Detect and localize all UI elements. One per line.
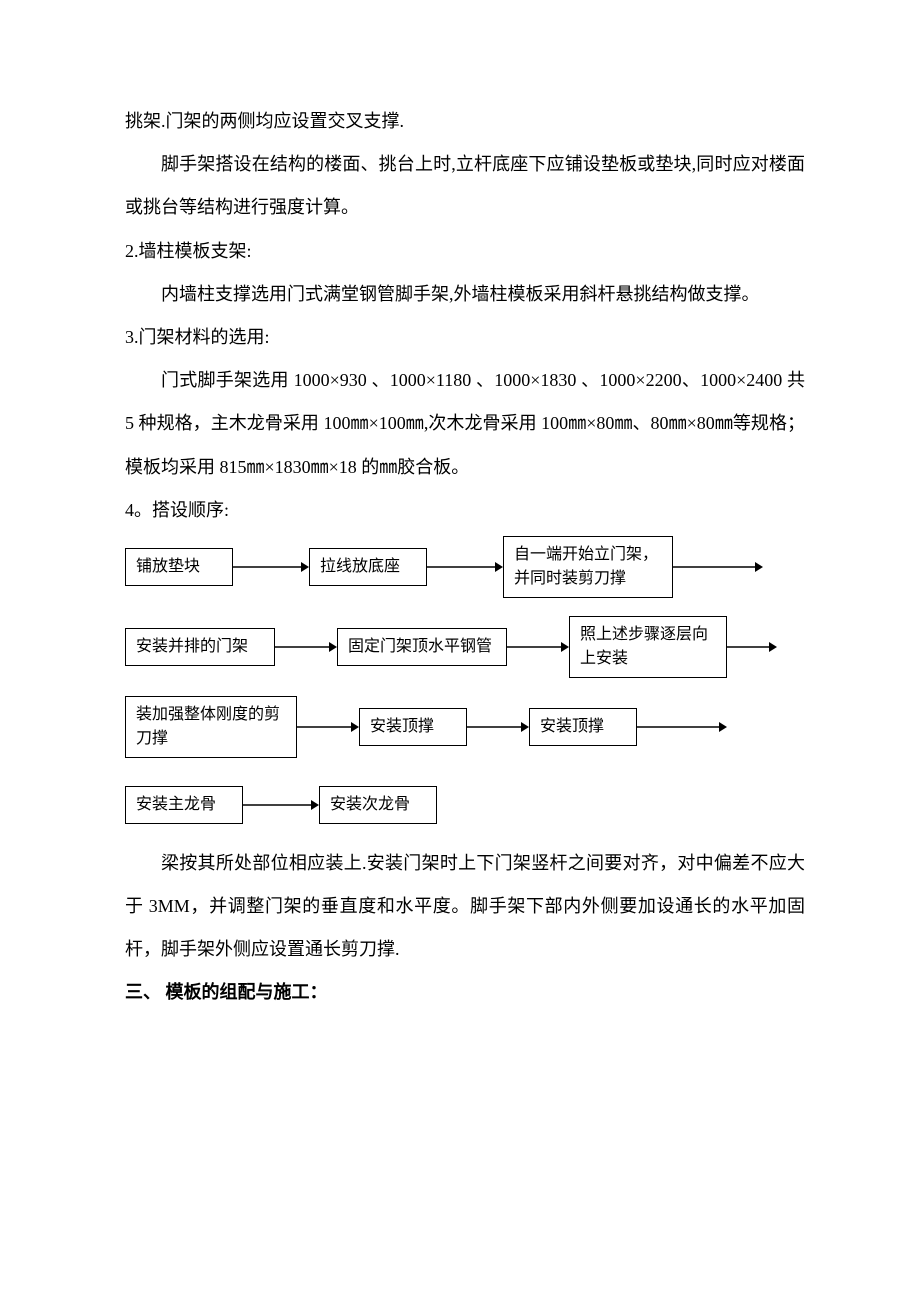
arrow-right-icon [467, 719, 529, 735]
arrow-right-icon [507, 639, 569, 655]
paragraph: 挑架.门架的两侧均应设置交叉支撑. [125, 100, 805, 143]
flow-node: 安装并排的门架 [125, 628, 275, 666]
flow-node: 铺放垫块 [125, 548, 233, 586]
heading: 三、 模板的组配与施工： [125, 971, 805, 1014]
arrow-right-icon [427, 559, 503, 575]
flow-row: 铺放垫块 拉线放底座 自一端开始立门架，并同时装剪刀撑 [125, 536, 805, 598]
paragraph: 门式脚手架选用 1000×930 、1000×1180 、1000×1830 、… [125, 359, 805, 489]
flow-node: 安装主龙骨 [125, 786, 243, 824]
paragraph: 4。搭设顺序: [125, 489, 805, 532]
flow-node: 装加强整体刚度的剪刀撑 [125, 696, 297, 758]
paragraph: 脚手架搭设在结构的楼面、挑台上时,立杆底座下应铺设垫板或垫块,同时应对楼面或挑台… [125, 143, 805, 229]
paragraph: 2.墙柱模板支架: [125, 230, 805, 273]
flow-node: 安装顶撑 [359, 708, 467, 746]
paragraph: 内墙柱支撑选用门式满堂钢管脚手架,外墙柱模板采用斜杆悬挑结构做支撑。 [125, 273, 805, 316]
flow-node: 照上述步骤逐层向上安装 [569, 616, 727, 678]
paragraph: 梁按其所处部位相应装上.安装门架时上下门架竖杆之间要对齐，对中偏差不应大于 3M… [125, 842, 805, 972]
flow-row: 安装主龙骨 安装次龙骨 [125, 786, 805, 824]
arrow-right-icon [297, 719, 359, 735]
arrow-right-icon [243, 797, 319, 813]
arrow-right-icon [673, 559, 763, 575]
paragraph: 3.门架材料的选用: [125, 316, 805, 359]
arrow-right-icon [727, 639, 777, 655]
document-page: 挑架.门架的两侧均应设置交叉支撑. 脚手架搭设在结构的楼面、挑台上时,立杆底座下… [0, 0, 920, 1075]
flow-node: 安装次龙骨 [319, 786, 437, 824]
flow-node: 自一端开始立门架，并同时装剪刀撑 [503, 536, 673, 598]
flow-node: 固定门架顶水平钢管 [337, 628, 507, 666]
flow-row: 安装并排的门架 固定门架顶水平钢管 照上述步骤逐层向上安装 [125, 616, 805, 678]
flow-row: 装加强整体刚度的剪刀撑 安装顶撑 安装顶撑 [125, 696, 805, 758]
flow-node: 拉线放底座 [309, 548, 427, 586]
flowchart: 铺放垫块 拉线放底座 自一端开始立门架，并同时装剪刀撑 安装并排的门架 固定门架… [125, 536, 805, 824]
arrow-right-icon [637, 719, 727, 735]
arrow-right-icon [275, 639, 337, 655]
flow-node: 安装顶撑 [529, 708, 637, 746]
arrow-right-icon [233, 559, 309, 575]
